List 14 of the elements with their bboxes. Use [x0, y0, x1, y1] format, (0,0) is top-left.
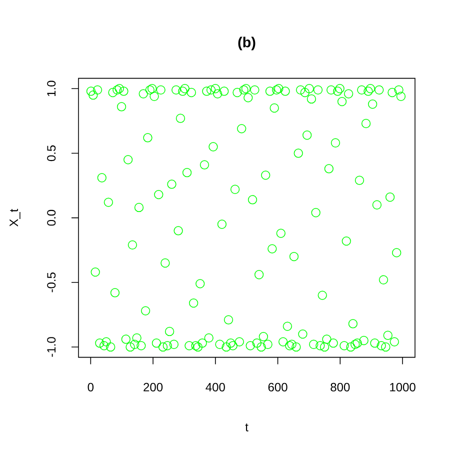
- chart-title: (b): [238, 36, 256, 50]
- x-axis-title: t: [245, 423, 248, 432]
- y-tick-label: -1.0: [47, 337, 56, 357]
- y-tick-label: 1.0: [47, 80, 56, 96]
- y-axis-title: X_t: [10, 208, 20, 227]
- x-tick-label: 0: [88, 382, 94, 392]
- x-tick-label: 1000: [390, 382, 416, 392]
- y-tick-label: -0.5: [47, 272, 56, 292]
- y-tick-label: 0.5: [47, 145, 56, 162]
- x-tick-label: 600: [268, 382, 288, 392]
- x-tick-label: 800: [330, 382, 350, 392]
- x-tick-label: 400: [206, 382, 225, 392]
- y-tick-label: 0.0: [47, 210, 56, 226]
- x-tick-label: 200: [144, 382, 163, 392]
